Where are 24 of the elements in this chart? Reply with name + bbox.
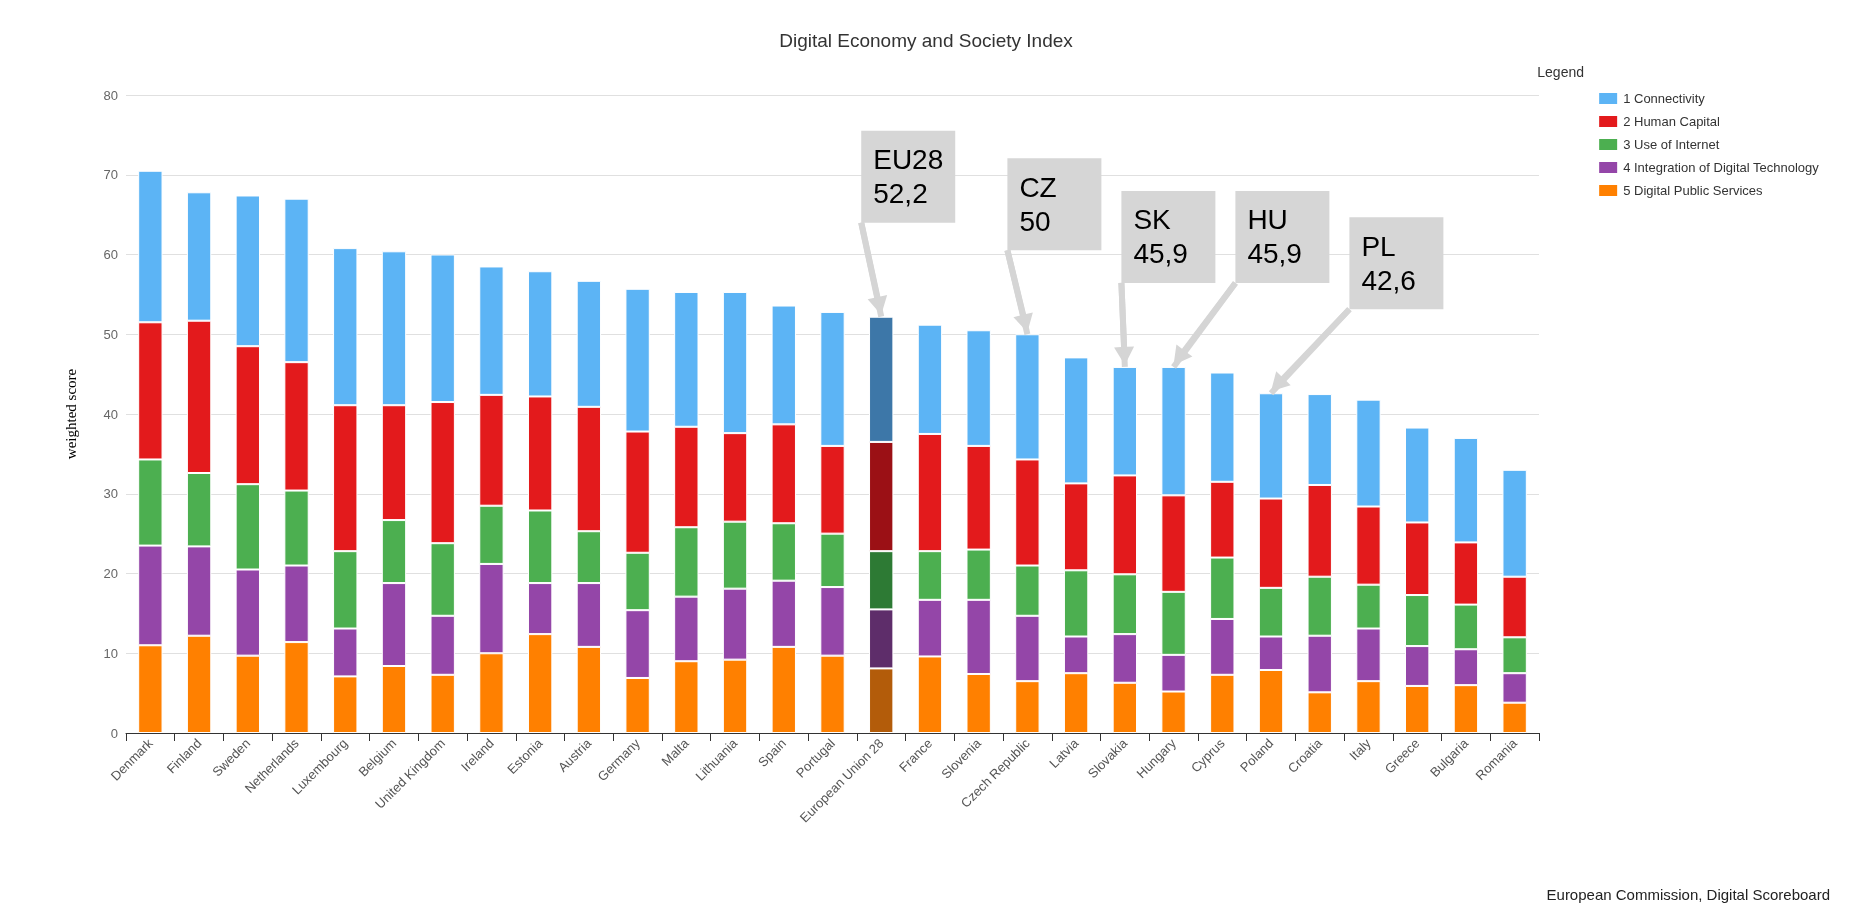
legend-label: 4 Integration of Digital Technology <box>1623 160 1820 175</box>
y-tick-label: 0 <box>110 725 118 741</box>
y-tick-label: 80 <box>103 87 118 103</box>
y-tick-label: 60 <box>103 247 118 262</box>
annotation: PL 42,6 <box>1361 230 1416 296</box>
legend-label: 5 Digital Public Services <box>1623 183 1764 198</box>
annotation: EU28 52,2 <box>873 144 944 210</box>
y-axis-title: weighted score <box>62 368 79 460</box>
annotation: SK 45,9 <box>1133 204 1188 270</box>
y-tick-label: 10 <box>103 645 118 661</box>
legend-label: 3 Use of Internet <box>1623 137 1720 152</box>
chart-title: Digital Economy and Society Index <box>779 30 1074 51</box>
x-tick-label: Italy <box>1346 735 1375 764</box>
annotation: HU 45,9 <box>1247 204 1302 270</box>
y-tick-label: 70 <box>103 167 118 183</box>
y-tick-label: 20 <box>103 566 118 581</box>
text: European Commission, Digital Scoreboard <box>1546 886 1831 903</box>
y-tick-label: 40 <box>103 406 118 422</box>
legend-label: 2 Human Capital <box>1623 114 1721 129</box>
annotation: CZ 50 <box>1019 171 1057 237</box>
y-tick-label: 50 <box>103 326 118 342</box>
y-tick-label: 30 <box>103 486 118 502</box>
legend-label: 1 Connectivity <box>1623 91 1706 106</box>
legend-title: Legend <box>1537 64 1584 80</box>
